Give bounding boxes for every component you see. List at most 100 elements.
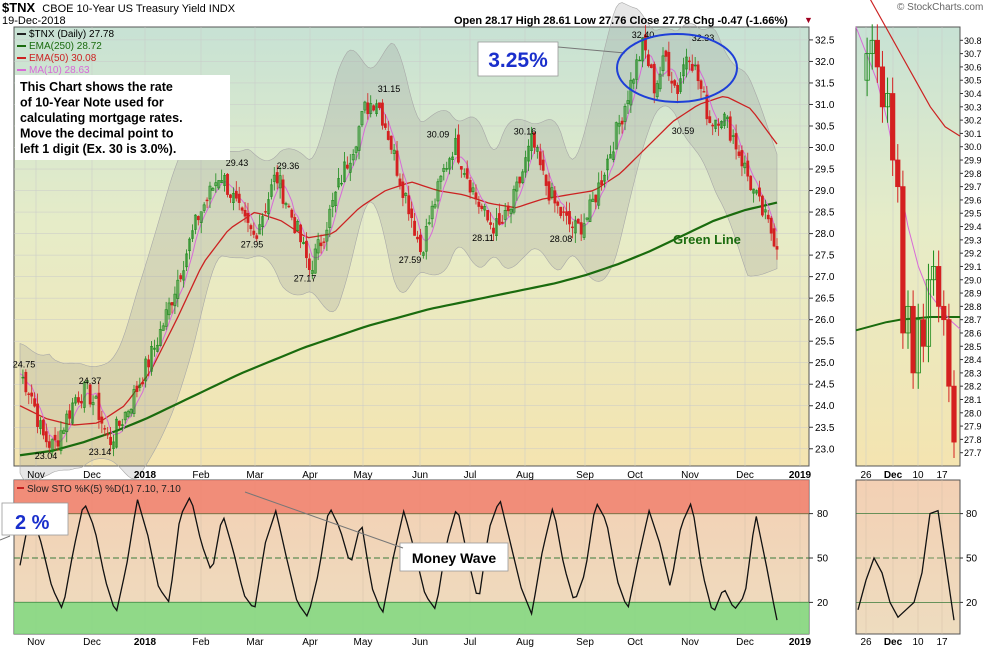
candle-body bbox=[459, 166, 463, 170]
candle-body bbox=[115, 418, 118, 448]
candle-body bbox=[325, 229, 329, 242]
candle-body bbox=[398, 178, 402, 186]
candle-body bbox=[65, 413, 69, 433]
candle-body bbox=[600, 180, 604, 186]
stoch-x-tick-label: 2018 bbox=[134, 637, 157, 648]
callout-325: 3.25% bbox=[488, 49, 548, 72]
candle-body bbox=[451, 156, 454, 160]
candle-body bbox=[378, 102, 381, 109]
candle-body bbox=[544, 174, 548, 186]
candle-body bbox=[164, 309, 168, 327]
zoom-y-tick-label: 30.8 bbox=[964, 36, 982, 46]
candle-body bbox=[746, 160, 750, 177]
zoom-y-tick-label: 30.5 bbox=[964, 76, 982, 86]
candle-body bbox=[231, 193, 235, 203]
candle-body bbox=[337, 178, 340, 188]
zoom-y-tick-label: 28.8 bbox=[964, 302, 982, 312]
zoom-candle-body bbox=[869, 39, 875, 55]
zoom-y-tick-label: 27.7 bbox=[964, 448, 982, 458]
candle-body bbox=[594, 194, 598, 203]
candle-body bbox=[661, 55, 665, 72]
candle-body bbox=[59, 430, 63, 451]
main-y-tick-label: 24.0 bbox=[815, 401, 835, 412]
candle-body bbox=[211, 188, 215, 191]
candle-body bbox=[191, 230, 194, 239]
note-box bbox=[15, 75, 230, 160]
zoom-stoch-panel-bg bbox=[855, 479, 961, 635]
main-x-tick-label: Dec bbox=[736, 470, 754, 481]
stoch-legend: Slow STO %K(5) %D(1) 7.10, 7.10 bbox=[27, 484, 181, 495]
main-y-tick-label: 26.0 bbox=[815, 315, 835, 326]
main-y-tick-label: 32.5 bbox=[815, 35, 835, 46]
zoom-candle-body bbox=[895, 159, 901, 188]
main-x-tick-label: Oct bbox=[627, 470, 643, 481]
candle-body bbox=[112, 441, 115, 449]
candle-body bbox=[281, 179, 285, 204]
candle-body bbox=[413, 220, 416, 236]
candle-body bbox=[340, 182, 343, 185]
main-x-tick-label: Sep bbox=[576, 470, 594, 481]
candle-body bbox=[769, 217, 773, 234]
candle-body bbox=[62, 429, 66, 434]
candle-body bbox=[547, 181, 551, 201]
candle-body bbox=[559, 206, 563, 216]
candle-body bbox=[515, 181, 519, 192]
candle-body bbox=[357, 126, 361, 151]
candle-body bbox=[646, 54, 650, 67]
main-y-tick-label: 30.0 bbox=[815, 143, 835, 154]
zoom-y-tick-label: 30.7 bbox=[964, 49, 982, 59]
candle-body bbox=[234, 191, 238, 199]
candle-body bbox=[687, 60, 691, 63]
candle-body bbox=[588, 199, 592, 223]
candle-body bbox=[454, 138, 457, 155]
zoom-stoch-y-tick-label: 50 bbox=[966, 554, 978, 565]
candle-body bbox=[509, 208, 513, 215]
candle-body bbox=[383, 123, 387, 128]
pivot-label: 27.95 bbox=[241, 240, 264, 250]
pivot-label: 30.16 bbox=[514, 127, 537, 137]
stoch-y-tick-label: 80 bbox=[817, 509, 829, 520]
candle-body bbox=[416, 236, 419, 240]
stoch-x-tick-label: May bbox=[354, 637, 373, 648]
zoom-candle-body bbox=[874, 39, 880, 68]
zoom-candle-body bbox=[915, 319, 921, 374]
candle-body bbox=[173, 293, 177, 307]
candle-body bbox=[533, 132, 536, 148]
candle-body bbox=[202, 204, 206, 211]
candle-body bbox=[617, 122, 621, 127]
candle-body bbox=[597, 182, 601, 206]
candle-body bbox=[193, 214, 197, 230]
stoch-x-tick-label: Nov bbox=[27, 637, 45, 648]
main-x-tick-label: Nov bbox=[681, 470, 699, 481]
zoom-candle-body bbox=[884, 93, 891, 108]
candle-body bbox=[609, 154, 612, 159]
candle-body bbox=[500, 221, 504, 224]
candle-body bbox=[512, 188, 516, 213]
zoom-y-tick-label: 29.7 bbox=[964, 182, 982, 192]
candle-body bbox=[150, 346, 153, 372]
chart-date: 19-Dec-2018 bbox=[2, 15, 66, 27]
note-line: This Chart shows the rate bbox=[20, 80, 173, 94]
candle-body bbox=[237, 193, 241, 203]
candle-body bbox=[679, 78, 682, 92]
candle-body bbox=[217, 180, 221, 189]
candle-body bbox=[684, 56, 688, 70]
candle-body bbox=[424, 226, 428, 252]
candle-body bbox=[740, 150, 744, 167]
candle-body bbox=[728, 116, 732, 141]
candle-body bbox=[652, 63, 656, 94]
pivot-label: 30.59 bbox=[672, 126, 695, 136]
candle-body bbox=[506, 205, 510, 212]
candle-body bbox=[269, 184, 273, 197]
candle-body bbox=[372, 105, 376, 111]
zoom-y-tick-label: 28.1 bbox=[964, 395, 982, 405]
pivot-label: 29.36 bbox=[277, 161, 300, 171]
zoom-y-tick-label: 30.4 bbox=[964, 89, 982, 99]
main-y-tick-label: 30.5 bbox=[815, 121, 835, 132]
candle-body bbox=[132, 389, 136, 414]
candle-body bbox=[36, 403, 39, 427]
candle-body bbox=[161, 325, 165, 331]
candle-body bbox=[264, 211, 267, 213]
main-y-tick-label: 25.5 bbox=[815, 337, 835, 348]
